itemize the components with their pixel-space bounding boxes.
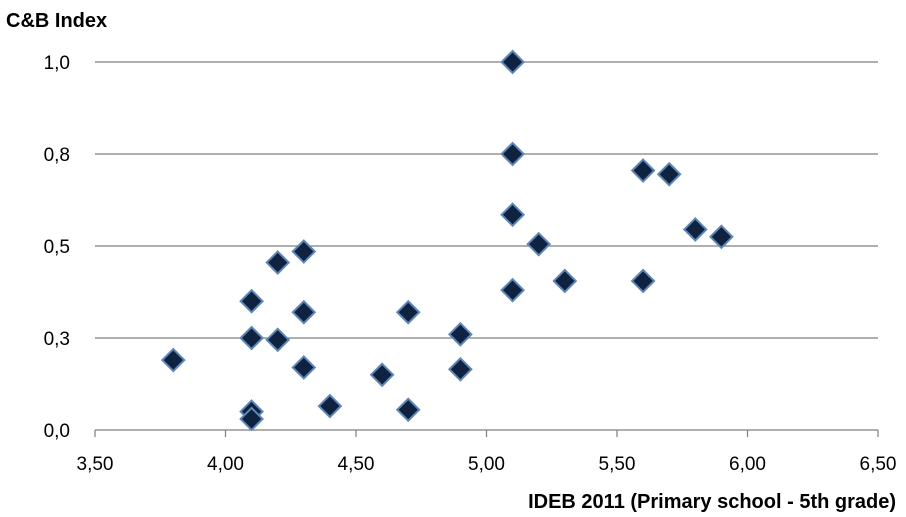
data-point <box>682 217 708 242</box>
data-point <box>291 299 317 325</box>
y-axis-tick-labels: 0,0 0,3 0,5 0,8 1,0 <box>44 53 70 442</box>
data-point <box>395 397 421 423</box>
data-point <box>239 406 265 432</box>
x-tick-label: 4,00 <box>207 454 244 475</box>
data-point <box>500 141 526 167</box>
x-axis-title: IDEB 2011 (Primary school - 5th grade) <box>528 491 896 513</box>
data-points <box>160 49 734 432</box>
x-axis-tick-labels: 3,50 4,00 4,50 5,00 5,50 6,00 6,50 <box>77 454 897 475</box>
data-point <box>447 356 473 382</box>
x-tick-label: 5,50 <box>599 454 636 475</box>
grid-lines <box>95 61 878 339</box>
data-point <box>160 347 186 373</box>
data-point <box>265 250 291 275</box>
x-tick-label: 6,50 <box>860 454 897 475</box>
data-point <box>239 325 265 351</box>
x-axis <box>94 429 879 437</box>
y-axis-title: C&B Index <box>6 10 107 32</box>
data-point <box>317 393 343 419</box>
y-tick-label: 0,8 <box>44 145 70 166</box>
data-point <box>656 161 682 187</box>
data-point <box>500 49 526 75</box>
y-tick-label: 1,0 <box>44 53 70 74</box>
data-point <box>369 362 395 388</box>
x-tick-label: 4,50 <box>338 454 375 475</box>
data-point <box>291 239 317 264</box>
data-point <box>291 355 317 380</box>
data-point <box>265 327 291 353</box>
x-tick-label: 3,50 <box>77 454 114 475</box>
data-point <box>708 224 734 250</box>
data-point <box>395 299 421 325</box>
data-point <box>552 268 578 294</box>
x-tick-label: 5,00 <box>468 454 505 475</box>
data-point <box>526 231 552 257</box>
data-point <box>239 288 265 314</box>
data-point <box>500 202 526 228</box>
y-tick-label: 0,3 <box>44 329 70 350</box>
data-point <box>447 321 473 347</box>
data-point <box>500 277 526 303</box>
data-point <box>630 268 656 294</box>
data-point <box>630 158 656 183</box>
x-tick-label: 6,00 <box>729 454 766 475</box>
y-tick-label: 0,0 <box>44 421 70 442</box>
y-tick-label: 0,5 <box>44 237 70 258</box>
